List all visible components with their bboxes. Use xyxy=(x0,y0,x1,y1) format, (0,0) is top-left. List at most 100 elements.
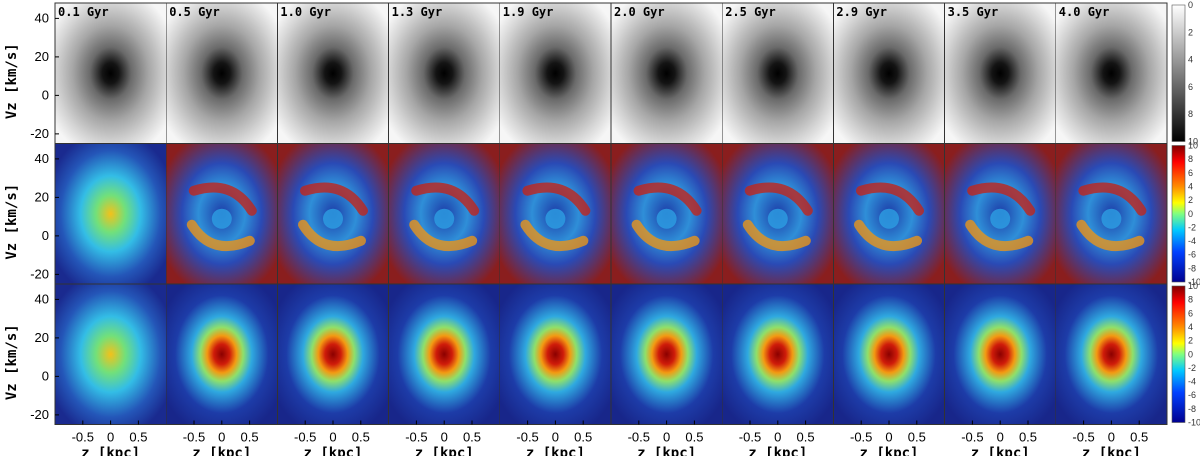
y-tick-label: 40 xyxy=(35,10,49,25)
x-axis-title: z [kpc] xyxy=(748,446,807,456)
spiral-arm xyxy=(298,219,366,252)
x-tick-label: 0.5 xyxy=(1130,430,1148,445)
colorbar-tick-label: 8 xyxy=(1188,154,1193,164)
spiral-arm xyxy=(631,219,700,252)
spiral-arm xyxy=(744,182,813,216)
spiral-arm xyxy=(520,219,589,252)
x-tick-label: 0.5 xyxy=(685,430,703,445)
colorbar-tick-label: 4 xyxy=(1188,322,1193,332)
time-label: 2.5 Gyr xyxy=(725,5,776,19)
colorbar-tick-label: 4 xyxy=(1188,55,1193,65)
heatmap-panel xyxy=(721,283,834,425)
x-tick-label: 0 xyxy=(107,430,114,445)
y-axis-title: Vz [km/s] xyxy=(4,43,20,119)
colorbar-tick-label: -6 xyxy=(1188,250,1196,260)
y-tick-label: 0 xyxy=(42,368,49,383)
colorbar-tick-label: 2 xyxy=(1188,27,1193,37)
x-tick-label: -0.5 xyxy=(72,430,94,445)
spiral-core xyxy=(545,208,566,229)
x-tick-label: -0.5 xyxy=(850,430,872,445)
heatmap-panel xyxy=(165,283,278,425)
colorbar-tick-label: -4 xyxy=(1188,236,1196,246)
x-axis-title: z [kpc] xyxy=(1082,446,1141,456)
spiral-arm xyxy=(967,182,1036,216)
spiral-core xyxy=(323,208,343,229)
colorbar-tick-label: 2 xyxy=(1188,336,1193,346)
y-tick-label: 0 xyxy=(42,228,49,243)
x-axis-title: z [kpc] xyxy=(192,446,251,456)
panel-grid xyxy=(54,2,1168,425)
heatmap-panel xyxy=(54,2,167,144)
spiral-arm xyxy=(522,182,591,216)
spiral-arm xyxy=(742,219,811,252)
x-tick-label: -0.5 xyxy=(628,430,650,445)
time-label: 2.0 Gyr xyxy=(614,5,665,19)
y-tick-label: -20 xyxy=(30,266,49,281)
colorbar-tick-label: 0 xyxy=(1188,349,1193,359)
colorbar-tick-label: -2 xyxy=(1188,222,1196,232)
time-label: 1.3 Gyr xyxy=(392,5,443,19)
colorbar-tick-label: 8 xyxy=(1188,109,1193,119)
x-axis-title: z [kpc] xyxy=(526,446,585,456)
y-tick-label: 20 xyxy=(35,330,49,345)
x-tick-label: -0.5 xyxy=(516,430,538,445)
x-tick-label: 0 xyxy=(218,430,225,445)
spiral-arm xyxy=(186,219,255,252)
x-tick-label: 0 xyxy=(885,430,892,445)
y-tick-label: 40 xyxy=(35,291,49,306)
x-tick-label: -0.5 xyxy=(183,430,205,445)
time-label: 1.9 Gyr xyxy=(503,5,554,19)
colorbar-tick-label: 6 xyxy=(1188,308,1193,318)
colorbar-tick-label: -4 xyxy=(1188,377,1196,387)
y-tick-label: -20 xyxy=(30,126,49,141)
heatmap-panel xyxy=(499,2,612,144)
time-label: 3.5 Gyr xyxy=(948,5,999,19)
time-labels: 0.1 Gyr 0.5 Gyr 1.0 Gyr 1.3 Gyr 1.9 Gyr 2.0 G… xyxy=(58,5,1109,19)
spiral-arm xyxy=(856,182,924,216)
spiral-core xyxy=(990,208,1011,229)
x-tick-label: -0.5 xyxy=(405,430,427,445)
spiral-arm xyxy=(854,219,922,252)
colorbar-tick-label: 0 xyxy=(1188,0,1193,10)
spiral-core xyxy=(1101,208,1122,229)
heatmap-panel xyxy=(721,2,834,144)
spiral-arm xyxy=(965,219,1034,252)
x-tick-label: 0.5 xyxy=(797,430,815,445)
colorbar-tick-label: 4 xyxy=(1188,181,1193,191)
time-label: 1.0 Gyr xyxy=(280,5,331,19)
colorbar xyxy=(1171,285,1186,423)
spiral-core xyxy=(211,208,232,229)
x-axis-title: z [kpc] xyxy=(415,446,474,456)
x-tick-label: 0.5 xyxy=(574,430,592,445)
x-tick-label: 0.5 xyxy=(1019,430,1037,445)
y-tick-label: 40 xyxy=(35,151,49,166)
x-axis-title: z [kpc] xyxy=(971,446,1030,456)
heatmap-panel xyxy=(944,2,1057,144)
x-tick-label: 0 xyxy=(329,430,336,445)
colorbar-tick-label: 10 xyxy=(1188,141,1198,151)
heatmap-panel xyxy=(833,283,946,425)
x-tick-label: -0.5 xyxy=(961,430,983,445)
heatmap-panel xyxy=(610,283,723,425)
heatmap-panel xyxy=(276,2,389,144)
heatmap-panel xyxy=(1055,2,1168,144)
x-tick-label: 0.5 xyxy=(463,430,481,445)
heatmap-panel xyxy=(54,283,167,425)
time-label: 0.1 Gyr xyxy=(58,5,109,19)
heatmap-panel xyxy=(388,2,501,144)
x-axis-title: z [kpc] xyxy=(81,446,140,456)
x-tick-label: 0 xyxy=(441,430,448,445)
x-tick-label: 0 xyxy=(774,430,781,445)
colorbar xyxy=(1171,145,1186,283)
heatmap-panel xyxy=(54,143,167,285)
spiral-arm xyxy=(633,182,702,216)
spiral-arm xyxy=(188,182,257,216)
colorbar-tick-label: 8 xyxy=(1188,295,1193,305)
heatmap-panel xyxy=(276,283,389,425)
y-axis-title: Vz [km/s] xyxy=(4,324,20,400)
spiral-core xyxy=(879,208,899,229)
x-tick-label: 0 xyxy=(997,430,1004,445)
y-axis-title: Vz [km/s] xyxy=(4,184,20,260)
heatmap-panel xyxy=(833,2,946,144)
